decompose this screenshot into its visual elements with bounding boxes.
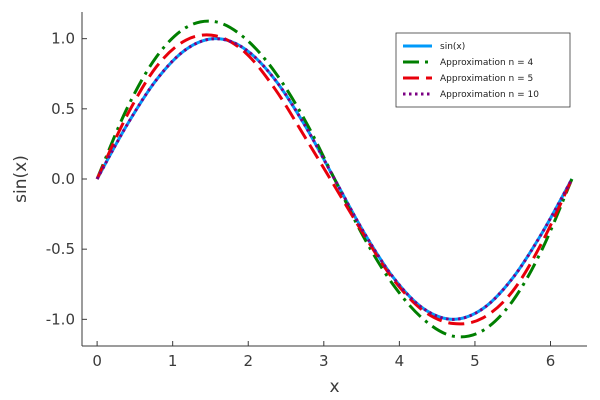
x-tick-label: 5: [470, 352, 480, 370]
y-tick-label: 0.0: [51, 170, 75, 188]
x-tick-label: 0: [92, 352, 102, 370]
x-tick-label: 4: [395, 352, 405, 370]
legend: sin(x) Approximation n = 4 Approximation n…: [395, 32, 571, 108]
legend-label-2: Approximation n = 4: [440, 58, 533, 68]
x-tick-label: 3: [319, 352, 329, 370]
y-tick-label: 1.0: [51, 30, 75, 48]
x-tick-label: 2: [243, 352, 253, 370]
y-tick-label: 0.5: [51, 100, 75, 118]
x-tick-label: 1: [168, 352, 178, 370]
legend-label-1: sin(x): [440, 42, 465, 52]
y-tick-label: -1.0: [46, 310, 75, 328]
series-line-3: [95, 33, 574, 326]
x-tick-label: 6: [546, 352, 556, 370]
y-tick-label: -0.5: [46, 240, 75, 258]
x-axis-title: x: [329, 377, 339, 397]
legend-label-4: Approximation n = 10: [440, 90, 539, 100]
series-layer: [95, 19, 574, 339]
series-line-4: [95, 37, 574, 321]
axes: 0 1 2 3 4 5 6 -1.0 -0.5 0.0 0.5 1.0: [46, 12, 587, 370]
y-axis-title: sin(x): [11, 155, 31, 203]
legend-label-3: Approximation n = 5: [440, 74, 533, 84]
series-line-2: [95, 19, 574, 339]
